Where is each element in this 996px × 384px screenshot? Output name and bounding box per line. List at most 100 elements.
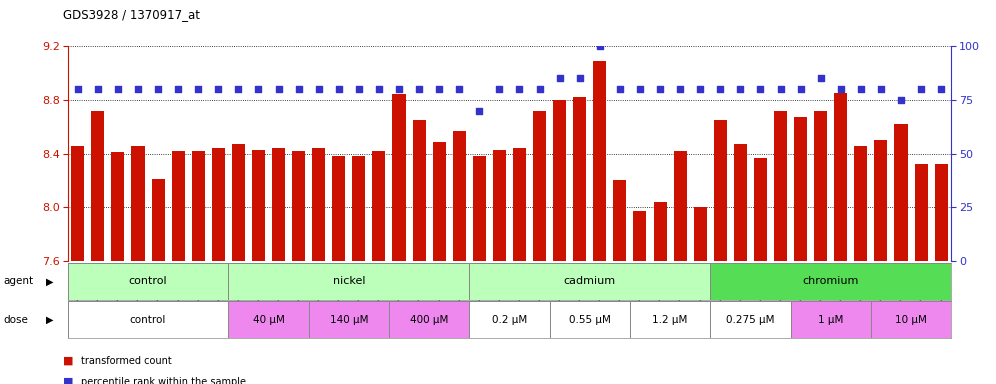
Point [773, 86, 789, 92]
Point [471, 108, 487, 114]
Bar [412, 120, 425, 261]
Point [893, 97, 909, 103]
Point [612, 86, 627, 92]
Bar [469, 263, 710, 300]
Point [130, 86, 146, 92]
Bar [473, 156, 486, 261]
Text: nickel: nickel [333, 276, 366, 286]
Bar [252, 150, 265, 261]
Point [532, 86, 548, 92]
Point [451, 86, 467, 92]
Bar [272, 148, 285, 261]
Point [572, 75, 588, 81]
Point [592, 43, 608, 49]
Bar [553, 100, 566, 261]
Text: cadmium: cadmium [564, 276, 616, 286]
Point [732, 86, 748, 92]
Bar [633, 212, 646, 261]
Bar [389, 301, 469, 338]
Point [90, 86, 106, 92]
Point [431, 86, 447, 92]
Bar [653, 202, 666, 261]
Point [230, 86, 246, 92]
Bar [835, 93, 848, 261]
Point [933, 86, 949, 92]
Text: ▶: ▶ [46, 276, 54, 286]
Bar [228, 301, 309, 338]
Point [150, 86, 166, 92]
Point [833, 86, 849, 92]
Bar [432, 142, 445, 261]
Bar [894, 124, 907, 261]
Point [291, 86, 307, 92]
Text: ■: ■ [63, 377, 74, 384]
Bar [574, 97, 587, 261]
Bar [614, 180, 626, 261]
Bar [794, 118, 807, 261]
Point [491, 86, 507, 92]
Point [712, 86, 728, 92]
Text: 0.275 μM: 0.275 μM [726, 314, 775, 325]
Bar [312, 148, 326, 261]
Text: ▶: ▶ [46, 314, 54, 325]
Bar [469, 301, 550, 338]
Point [391, 86, 407, 92]
Point [271, 86, 287, 92]
Point [853, 86, 869, 92]
Bar [814, 111, 828, 261]
Text: 10 μM: 10 μM [895, 314, 927, 325]
Bar [228, 263, 469, 300]
Point [110, 86, 125, 92]
Point [170, 86, 186, 92]
Bar [871, 301, 951, 338]
Point [70, 86, 86, 92]
Bar [333, 156, 346, 261]
Bar [754, 158, 767, 261]
Bar [191, 151, 205, 261]
Point [692, 86, 708, 92]
Point [210, 86, 226, 92]
Bar [629, 301, 710, 338]
Point [813, 75, 829, 81]
Bar [68, 301, 228, 338]
Bar [212, 148, 225, 261]
Bar [594, 61, 607, 261]
Bar [131, 146, 144, 261]
Bar [934, 164, 947, 261]
Bar [914, 164, 927, 261]
Bar [493, 150, 506, 261]
Bar [513, 148, 526, 261]
Bar [292, 151, 305, 261]
Bar [72, 146, 85, 261]
Point [632, 86, 648, 92]
Bar [373, 151, 385, 261]
Point [913, 86, 929, 92]
Bar [151, 179, 164, 261]
Text: control: control [128, 276, 167, 286]
Point [311, 86, 327, 92]
Text: transformed count: transformed count [81, 356, 171, 366]
Point [371, 86, 386, 92]
Bar [68, 263, 228, 300]
Text: ■: ■ [63, 356, 74, 366]
Text: 0.55 μM: 0.55 μM [569, 314, 611, 325]
Bar [392, 94, 405, 261]
Point [411, 86, 427, 92]
Point [872, 86, 888, 92]
Bar [309, 301, 389, 338]
Point [793, 86, 809, 92]
Text: control: control [129, 314, 166, 325]
Bar [874, 140, 887, 261]
Text: dose: dose [3, 314, 28, 325]
Bar [693, 207, 707, 261]
Point [652, 86, 668, 92]
Text: 140 μM: 140 μM [330, 314, 369, 325]
Text: chromium: chromium [803, 276, 859, 286]
Bar [533, 111, 546, 261]
Text: 0.2 μM: 0.2 μM [492, 314, 527, 325]
Bar [710, 301, 791, 338]
Point [251, 86, 267, 92]
Text: percentile rank within the sample: percentile rank within the sample [81, 377, 246, 384]
Text: 400 μM: 400 μM [410, 314, 448, 325]
Bar [550, 301, 629, 338]
